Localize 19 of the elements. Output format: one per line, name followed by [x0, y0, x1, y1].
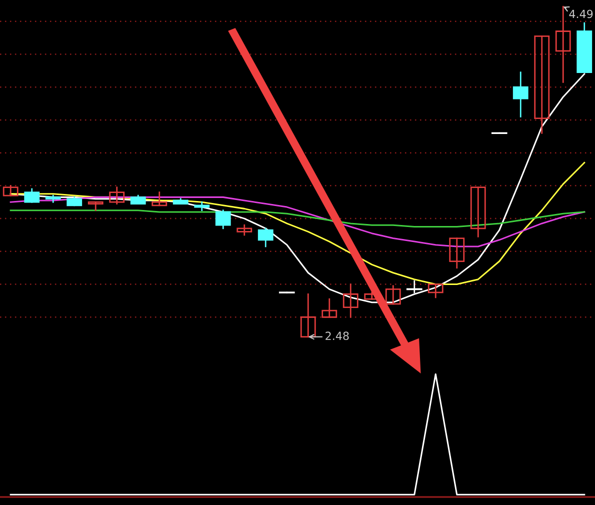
candlestick [470, 186, 486, 238]
candlestick [406, 280, 422, 294]
candlestick [342, 284, 358, 318]
annotation: 4.49 [569, 10, 593, 18]
candlestick [300, 293, 316, 338]
candlestick [534, 35, 550, 134]
candlestick [449, 238, 465, 269]
candlestick [258, 228, 274, 248]
annotation: 2.48 [326, 332, 349, 340]
candlestick [2, 184, 18, 196]
candlestick [109, 186, 125, 204]
candlestick [236, 224, 252, 236]
candlestick [215, 210, 231, 230]
candlestick [24, 188, 40, 203]
candlestick [512, 72, 528, 118]
candlestick [322, 298, 338, 318]
candlestick [385, 285, 401, 305]
candlestick [152, 192, 168, 206]
candlestick [428, 284, 444, 298]
